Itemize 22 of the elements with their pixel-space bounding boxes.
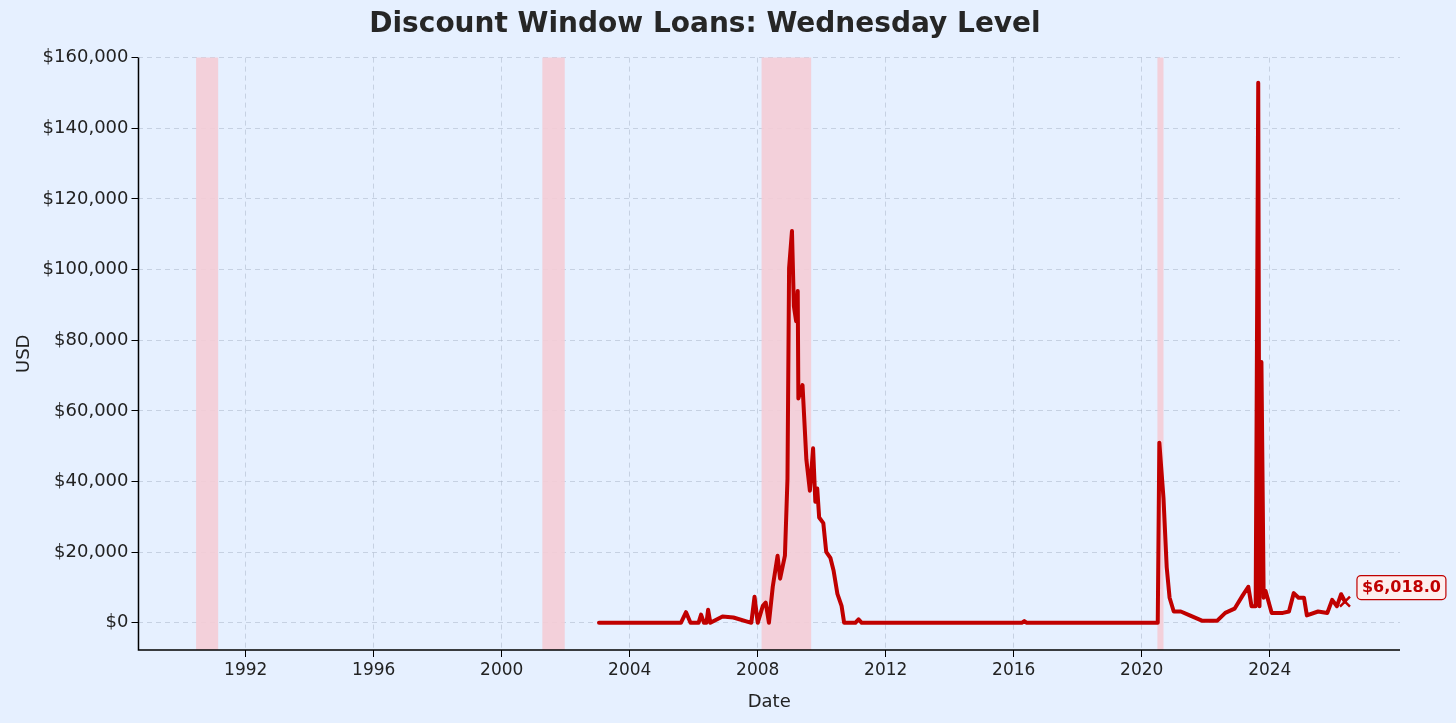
y-tick-label: $80,000 [54, 327, 129, 349]
y-tick-label: $100,000 [42, 257, 129, 279]
y-tick-label: $60,000 [54, 398, 129, 420]
y-axis-title: USD [12, 334, 34, 374]
y-tick-label: $0 [105, 610, 129, 632]
x-axis-title: Date [747, 689, 791, 711]
x-tick-label: 2012 [864, 658, 908, 679]
y-tick-label: $40,000 [54, 469, 129, 491]
x-tick-label: 2004 [608, 658, 652, 679]
x-tick-label: 1996 [352, 658, 396, 679]
x-tick-label: 1992 [224, 658, 268, 679]
annotation: $6,018.0 [1361, 576, 1441, 596]
x-tick-label: 2000 [480, 658, 524, 679]
chart-title: Discount Window Loans: Wednesday Level [369, 6, 1041, 40]
x-tick-label: 2020 [1120, 658, 1164, 679]
y-tick-label: $160,000 [42, 45, 129, 67]
x-tick-label: 2008 [736, 658, 780, 679]
y-tick-label: $120,000 [42, 186, 129, 208]
y-tick-label: $20,000 [54, 539, 129, 561]
x-tick-label: 2024 [1248, 658, 1292, 679]
y-tick-label: $140,000 [42, 115, 129, 137]
x-tick-label: 2016 [992, 658, 1036, 679]
